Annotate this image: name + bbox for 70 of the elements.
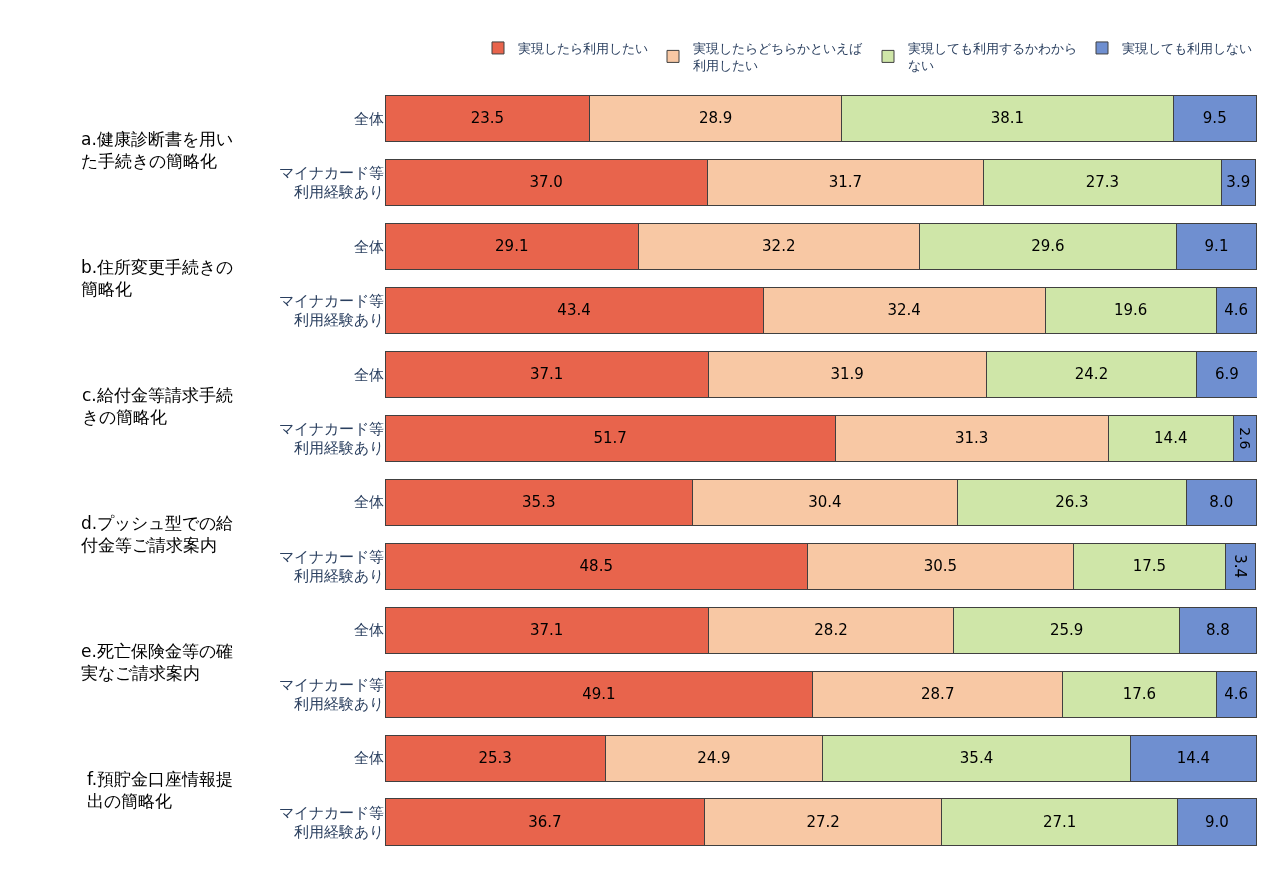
data-label: 49.1 [582, 685, 616, 704]
data-label: 36.7 [528, 813, 562, 832]
data-label: 29.6 [1031, 237, 1065, 256]
data-label: 37.0 [529, 173, 563, 192]
y-tick-label: マイナカード等利用経験あり [279, 803, 384, 842]
text: d.プッシュ型での給付金等ご請求案内 [80, 513, 234, 556]
data-label: 31.7 [828, 173, 863, 192]
data-label: 48.5 [579, 557, 613, 576]
y-tick-label: 全体 [354, 621, 384, 640]
data-label: 28.9 [698, 109, 733, 128]
y-tick-label: マイナカード等利用経験あり [279, 675, 384, 714]
legend-label: 実現しても利用するかわからない [908, 41, 1077, 73]
data-label: 25.9 [1049, 621, 1084, 640]
data-label: 2.6 [1237, 427, 1254, 450]
data-label: 23.5 [470, 109, 505, 128]
data-label: 31.3 [955, 429, 989, 448]
data-label: 8.8 [1205, 621, 1230, 640]
data-label: 9.0 [1205, 813, 1229, 832]
data-label: 30.4 [808, 493, 842, 512]
data-label: 9.5 [1202, 109, 1227, 128]
text: c.給付金等請求手続きの簡略化 [82, 385, 233, 428]
data-label: 6.9 [1215, 365, 1239, 384]
data-label: 29.1 [495, 237, 529, 256]
data-label: 3.9 [1226, 173, 1251, 192]
data-label: 27.3 [1085, 173, 1120, 192]
data-label: 17.5 [1132, 557, 1167, 576]
data-label: 32.2 [762, 237, 796, 256]
data-label: 24.9 [697, 749, 731, 768]
data-label: 43.4 [557, 301, 591, 320]
data-label: 19.6 [1113, 301, 1148, 320]
data-label: 26.3 [1055, 493, 1089, 512]
data-label: 35.3 [522, 493, 556, 512]
text: b.住所変更手続きの簡略化 [81, 257, 234, 300]
legend-label: 実現しても利用しない [1122, 41, 1252, 57]
legend-label: 実現したら利用したい [518, 41, 648, 57]
data-label: 8.0 [1209, 493, 1234, 512]
data-label: 37.1 [529, 365, 564, 384]
data-label: 38.1 [990, 109, 1025, 128]
y-tick-label: 全体 [354, 237, 384, 256]
data-label: 14.4 [1176, 749, 1211, 768]
data-label: 27.2 [806, 813, 840, 832]
y-tick-label: マイナカード等利用経験あり [279, 163, 384, 202]
data-label: 27.1 [1042, 813, 1077, 832]
data-label: 28.2 [814, 621, 848, 640]
data-label: 28.7 [921, 685, 955, 704]
y-tick-label: マイナカード等利用経験あり [279, 419, 384, 458]
y-tick-label: マイナカード等利用経験あり [279, 547, 384, 586]
data-label: 30.5 [923, 557, 958, 576]
text: e.死亡保険金等の確実なご請求案内 [81, 641, 233, 684]
data-label: 3.4 [1231, 554, 1250, 579]
y-tick-label: 全体 [354, 749, 384, 768]
y-tick-label: 全体 [354, 109, 384, 128]
data-label: 31.9 [830, 365, 864, 384]
y-tick-label: 全体 [354, 493, 384, 512]
y-tick-label: 全体 [354, 365, 384, 384]
data-label: 24.2 [1074, 365, 1109, 384]
data-label: 35.4 [959, 749, 994, 768]
data-label: 17.6 [1122, 685, 1157, 704]
text: f.預貯金口座情報提出の簡略化 [87, 769, 234, 812]
data-label: 4.6 [1224, 685, 1249, 704]
data-label: 9.1 [1204, 237, 1229, 256]
data-label: 14.4 [1154, 429, 1188, 448]
data-label: 32.4 [887, 301, 921, 320]
legend-label: 実現したらどちらかといえば利用したい [693, 41, 863, 73]
data-label: 25.3 [478, 749, 512, 768]
data-label: 4.6 [1224, 301, 1249, 320]
data-label: 37.1 [529, 621, 564, 640]
y-tick-label: マイナカード等利用経験あり [279, 291, 384, 330]
text: a.健康診断書を用いた手続きの簡略化 [81, 129, 233, 172]
data-label: 51.7 [593, 429, 627, 448]
